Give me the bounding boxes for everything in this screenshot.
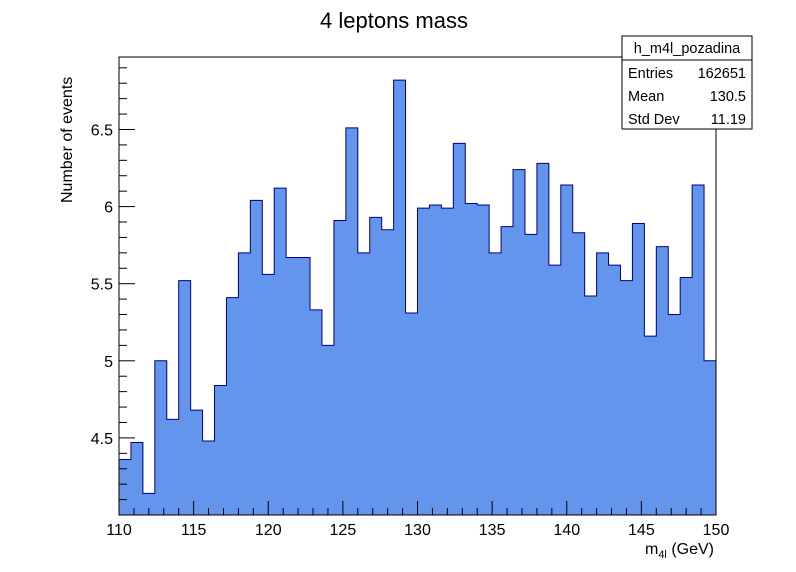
y-tick-label: 5 <box>104 354 113 371</box>
stats-box-name: h_m4l_pozadina <box>634 41 741 57</box>
histogram-bars <box>119 80 717 516</box>
histogram-bin <box>190 410 203 515</box>
stats-mean-label: Mean <box>628 89 664 105</box>
histogram-bin <box>596 252 609 515</box>
histogram-bin <box>441 208 454 515</box>
histogram-bin <box>310 309 323 515</box>
histogram-bin <box>298 257 311 515</box>
x-tick-label: 150 <box>703 522 730 539</box>
histogram-bin <box>692 184 705 515</box>
histogram-bin <box>130 442 144 515</box>
histogram-bin <box>560 184 574 515</box>
x-tick-label: 110 <box>106 522 132 539</box>
stats-entries-label: Entries <box>628 66 673 82</box>
histogram-bin <box>393 80 406 515</box>
stats-entries-value: 162651 <box>698 66 746 82</box>
x-tick-label: 125 <box>330 522 357 539</box>
histogram-bin <box>644 336 657 515</box>
histogram-bin <box>608 265 621 515</box>
stats-box-frame <box>621 35 753 130</box>
y-tick-label: 6.5 <box>91 122 113 139</box>
y-axis-label: Number of events <box>59 77 76 203</box>
x-tick-label: 130 <box>404 522 431 539</box>
histogram-bin <box>238 252 251 515</box>
histogram-bin <box>178 280 191 515</box>
histogram-bin <box>489 252 502 515</box>
histogram-bin <box>680 277 693 515</box>
x-axis-label: m4l (GeV) <box>645 541 714 561</box>
histogram-bin <box>333 220 347 515</box>
x-tick-label: 140 <box>553 522 580 539</box>
stats-mean-value: 130.5 <box>710 89 746 105</box>
x-tick-label: 115 <box>181 522 207 539</box>
histogram-bin <box>548 265 562 515</box>
x-axis-label-sub: 4l <box>658 549 667 561</box>
histogram-bin <box>501 226 514 515</box>
y-axis-ticks: 4.5 5 5.5 6 6.5 <box>91 67 135 501</box>
histogram-bin <box>632 223 645 515</box>
histogram-bin <box>274 188 287 515</box>
stats-stddev-value: 11.19 <box>711 112 746 128</box>
histogram-bin <box>369 217 382 515</box>
histogram-bin <box>572 232 585 515</box>
histogram-bin <box>405 312 418 515</box>
x-axis-ticks: 110 115 120 125 130 135 140 145 150 <box>106 501 729 539</box>
histogram-bin <box>513 169 526 515</box>
histogram-bin <box>142 493 156 515</box>
stats-box: h_m4l_pozadina Entries 162651 Mean 130.5… <box>621 35 753 130</box>
histogram-bin <box>166 419 179 515</box>
histogram-bin <box>417 208 430 515</box>
histogram-bin <box>262 274 275 515</box>
y-tick-label: 6 <box>104 200 113 217</box>
x-axis-label-main: m <box>645 541 658 558</box>
histogram-bin <box>453 143 466 515</box>
histogram-bin <box>321 345 335 515</box>
histogram-bin <box>250 200 263 516</box>
histogram-bin <box>620 280 633 515</box>
x-tick-label: 135 <box>479 522 506 539</box>
histogram-bin <box>286 257 299 515</box>
x-tick-label: 120 <box>255 522 282 539</box>
histogram-bin <box>704 360 717 515</box>
y-tick-label: 4.5 <box>91 431 113 448</box>
histogram-bin <box>202 440 215 515</box>
stats-stddev-label: Std Dev <box>628 112 680 128</box>
histogram-bin <box>668 314 681 515</box>
x-axis-label-unit: (GeV) <box>667 541 714 558</box>
histogram-outline <box>118 79 717 515</box>
x-tick-label: 145 <box>628 522 655 539</box>
histogram-bin <box>429 205 442 515</box>
histogram-bin <box>345 127 359 515</box>
chart-title: 4 leptons mass <box>320 8 468 33</box>
histogram-bin <box>477 205 490 515</box>
histogram-bin <box>524 234 538 515</box>
histogram-bin <box>154 360 168 515</box>
histogram-bin <box>656 246 669 516</box>
histogram-bin <box>119 459 132 515</box>
y-tick-label: 5.5 <box>91 277 113 294</box>
histogram-bin <box>226 297 239 515</box>
histogram-bin <box>584 296 597 515</box>
histogram-bin <box>214 385 227 515</box>
histogram-bin <box>357 252 371 515</box>
histogram-bin <box>536 163 550 515</box>
histogram-bin <box>381 229 394 515</box>
histogram-bin <box>465 203 478 515</box>
